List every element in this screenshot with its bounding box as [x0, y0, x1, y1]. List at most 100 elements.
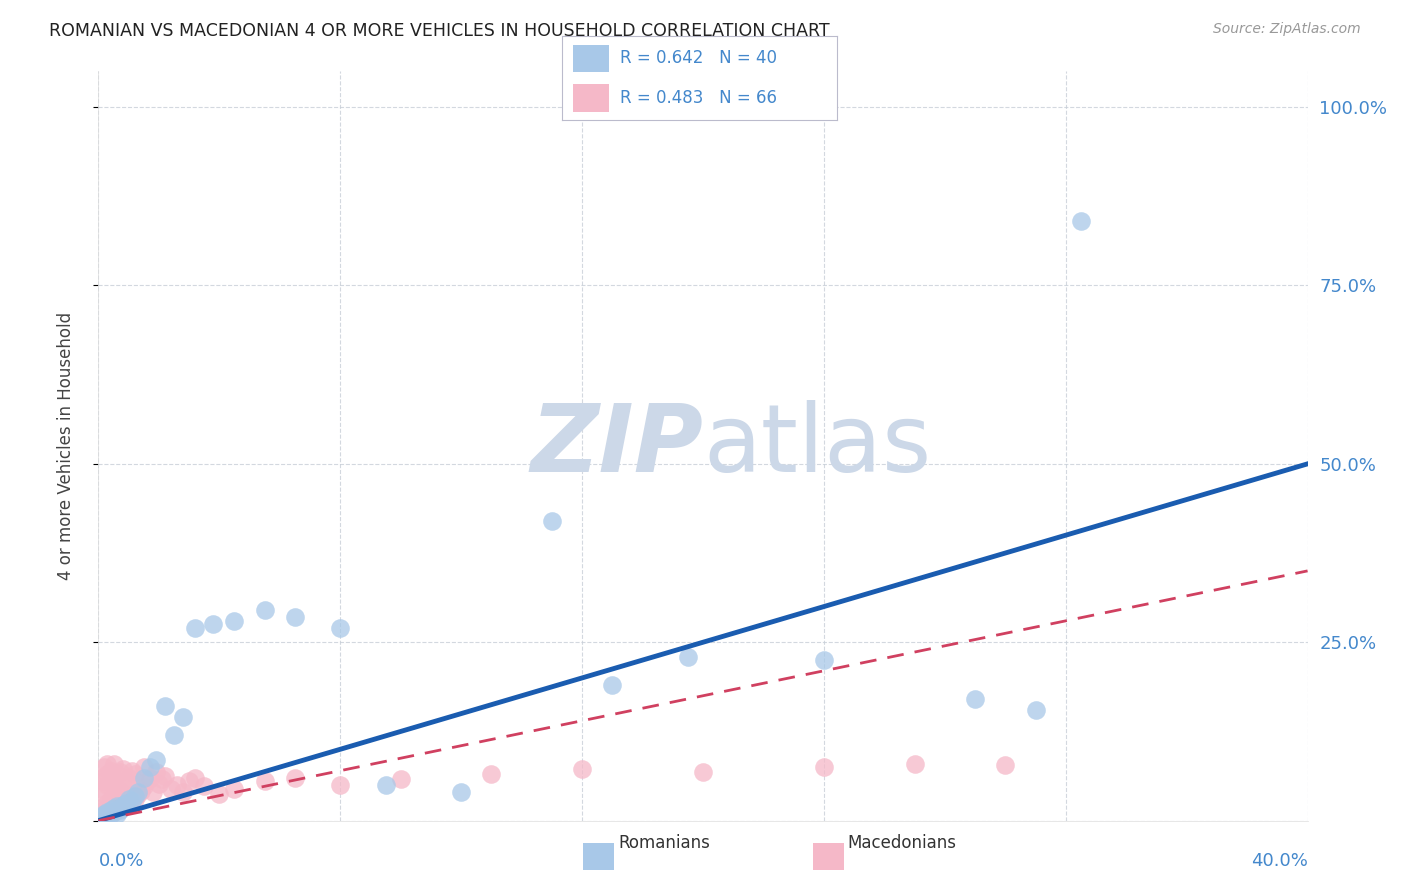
Point — [93, 787, 115, 801]
Point — [145, 753, 167, 767]
Text: R = 0.483   N = 66: R = 0.483 N = 66 — [620, 88, 778, 106]
Point — [111, 797, 134, 812]
Point — [1024, 703, 1046, 717]
Point — [329, 621, 352, 635]
Point — [96, 756, 118, 771]
Point — [284, 610, 307, 624]
Point — [100, 792, 122, 806]
Point — [118, 771, 141, 785]
Point — [540, 514, 562, 528]
Point — [96, 805, 118, 819]
Text: 0.0%: 0.0% — [98, 852, 143, 870]
Text: ZIP: ZIP — [530, 400, 703, 492]
Point — [132, 780, 155, 794]
Point — [150, 772, 173, 787]
Point — [224, 781, 246, 796]
Point — [904, 756, 927, 771]
Point — [105, 799, 128, 814]
Point — [139, 771, 162, 785]
Point — [148, 776, 170, 790]
Point — [90, 801, 112, 815]
Point — [121, 764, 143, 778]
Point — [100, 764, 122, 778]
Point — [103, 803, 125, 817]
Point — [166, 778, 188, 792]
Text: atlas: atlas — [703, 400, 931, 492]
Point — [139, 760, 162, 774]
Point — [108, 765, 131, 780]
Point — [96, 809, 118, 823]
Point — [160, 781, 183, 796]
Bar — [574, 45, 609, 71]
Point — [965, 692, 987, 706]
Text: R = 0.642   N = 40: R = 0.642 N = 40 — [620, 49, 778, 67]
Point — [96, 778, 118, 792]
Point — [105, 785, 128, 799]
Point — [103, 756, 125, 771]
Point — [145, 765, 167, 780]
Point — [571, 762, 593, 776]
Text: ROMANIAN VS MACEDONIAN 4 OR MORE VEHICLES IN HOUSEHOLD CORRELATION CHART: ROMANIAN VS MACEDONIAN 4 OR MORE VEHICLE… — [49, 22, 830, 40]
Point — [676, 649, 699, 664]
Point — [127, 787, 149, 801]
Point — [1070, 214, 1092, 228]
Point — [96, 767, 118, 781]
Point — [132, 760, 155, 774]
Point — [103, 805, 125, 819]
Point — [108, 783, 131, 797]
Bar — [574, 85, 609, 112]
Point — [153, 699, 176, 714]
Point — [108, 803, 131, 817]
Point — [813, 760, 835, 774]
Point — [127, 785, 149, 799]
Point — [329, 778, 352, 792]
Point — [108, 801, 131, 815]
Point — [118, 792, 141, 806]
Point — [450, 785, 472, 799]
Point — [602, 678, 624, 692]
Text: Source: ZipAtlas.com: Source: ZipAtlas.com — [1213, 22, 1361, 37]
Point — [100, 803, 122, 817]
Point — [114, 794, 136, 808]
Text: 40.0%: 40.0% — [1251, 852, 1308, 870]
Text: Romanians: Romanians — [619, 834, 710, 852]
Point — [93, 760, 115, 774]
Point — [172, 785, 194, 799]
Point — [105, 799, 128, 814]
Point — [132, 771, 155, 785]
Point — [179, 774, 201, 789]
Point — [121, 794, 143, 808]
Point — [100, 806, 122, 821]
Point — [124, 792, 146, 806]
Point — [114, 796, 136, 810]
Point — [253, 774, 276, 789]
Text: Macedonians: Macedonians — [848, 834, 957, 852]
Point — [100, 774, 122, 789]
Point — [90, 771, 112, 785]
Point — [96, 796, 118, 810]
Point — [93, 806, 115, 821]
Point — [103, 772, 125, 787]
Point — [105, 767, 128, 781]
Point — [103, 789, 125, 803]
Point — [111, 796, 134, 810]
Point — [813, 653, 835, 667]
Point — [124, 767, 146, 781]
Point — [193, 780, 215, 794]
Point — [90, 810, 112, 824]
Point — [374, 778, 396, 792]
Point — [184, 771, 207, 785]
Point — [163, 728, 186, 742]
Point — [93, 774, 115, 789]
Point — [108, 801, 131, 815]
Point — [202, 617, 225, 632]
Point — [93, 803, 115, 817]
Point — [389, 772, 412, 787]
Point — [111, 762, 134, 776]
Point — [111, 780, 134, 794]
Point — [90, 781, 112, 796]
Point — [172, 710, 194, 724]
Point — [105, 806, 128, 821]
Point — [208, 787, 231, 801]
Point — [124, 789, 146, 803]
